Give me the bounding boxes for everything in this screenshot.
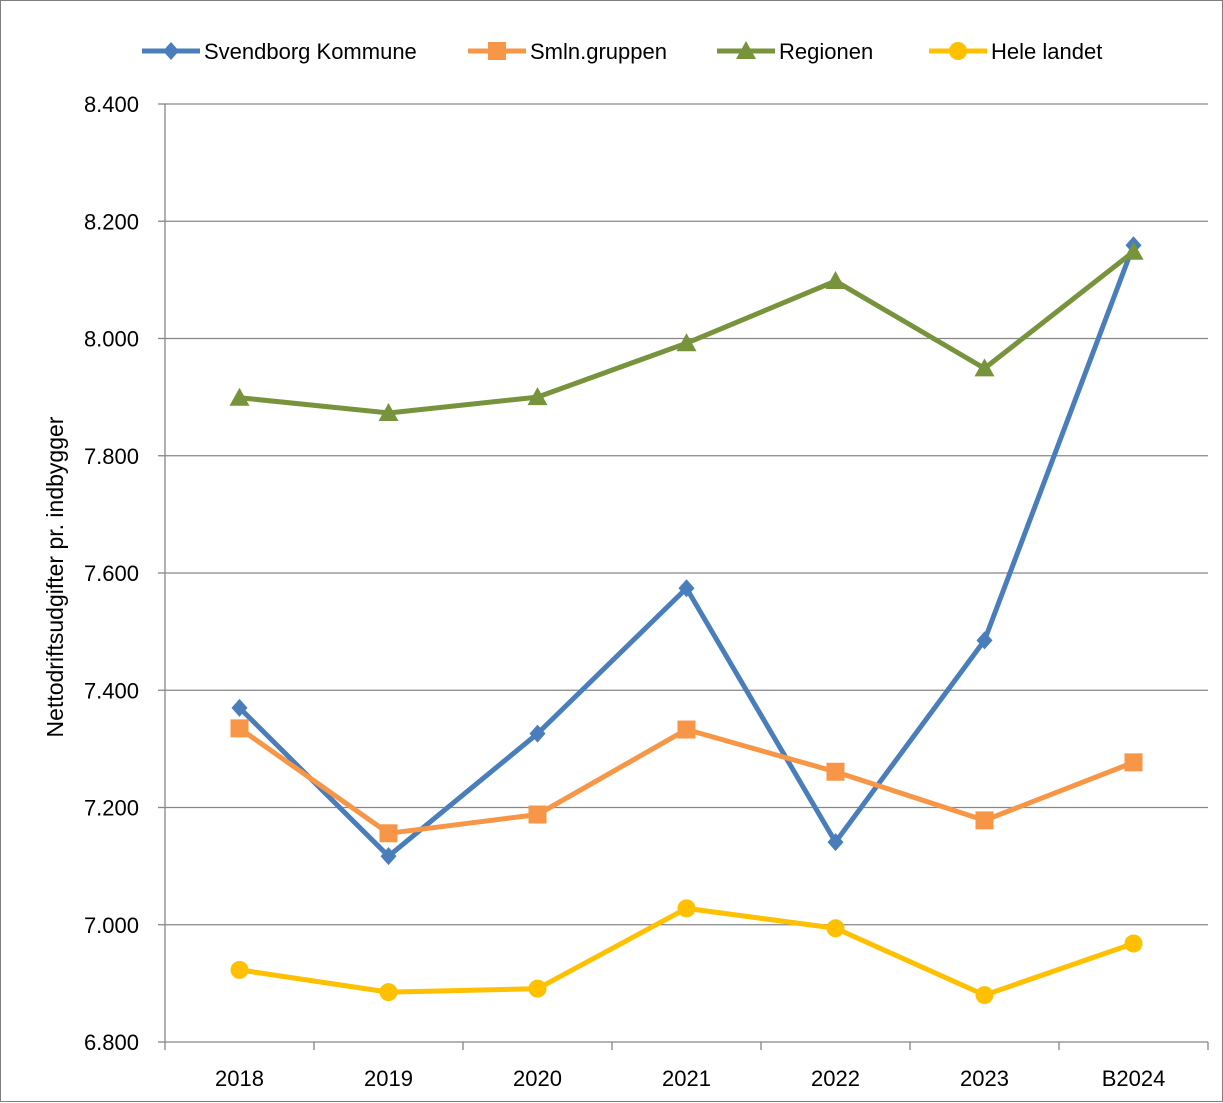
data-point-circle: [1124, 934, 1143, 953]
data-point-square: [528, 805, 547, 824]
legend-label: Svendborg Kommune: [204, 39, 417, 64]
data-point-square: [488, 42, 506, 60]
data-point-square: [975, 811, 994, 830]
series-regionen: [229, 241, 1144, 421]
data-point-square: [1124, 753, 1143, 772]
data-point-triangle: [736, 41, 756, 59]
data-point-circle: [949, 42, 967, 60]
data-point-circle: [379, 983, 398, 1002]
y-tick-label: 7.800: [84, 444, 139, 469]
data-point-triangle: [974, 358, 995, 377]
data-point-triangle: [825, 271, 846, 290]
data-point-circle: [230, 960, 249, 979]
data-point-diamond: [976, 631, 993, 650]
series-line: [239, 905, 1135, 998]
x-tick-label: 2022: [811, 1066, 860, 1091]
x-tick-label: 2020: [513, 1066, 562, 1091]
data-point-diamond: [380, 847, 397, 866]
legend: Svendborg Kommune Smln.gruppen Regionen Hel…: [142, 39, 1102, 64]
data-point-square: [230, 719, 249, 738]
legend-label: Smln.gruppen: [530, 39, 667, 64]
data-point-square: [379, 824, 398, 843]
data-point-triangle: [1123, 241, 1144, 260]
data-point-triangle: [229, 387, 250, 406]
series-svendborg-kommune: [231, 236, 1142, 866]
y-tick-label: 8.400: [84, 92, 139, 117]
y-tick-label: 7.600: [84, 561, 139, 586]
y-tick-label: 8.200: [84, 209, 139, 234]
y-axis-title: Nettodriftsudgifter pr. indbygger: [42, 416, 68, 737]
data-point-diamond: [529, 724, 546, 743]
gridlines: [165, 103, 1208, 926]
series-layer: [229, 236, 1144, 1005]
x-tick-label: B2024: [1102, 1066, 1166, 1091]
legend-item: Regionen: [717, 39, 873, 64]
x-tick-label: 2018: [215, 1066, 264, 1091]
data-point-square: [826, 762, 845, 781]
series-hele-landet: [230, 899, 1143, 1005]
y-tick-label: 7.200: [84, 796, 139, 821]
data-point-diamond: [163, 42, 179, 60]
data-point-square: [677, 720, 696, 739]
legend-item: Smln.gruppen: [468, 39, 667, 64]
axes: 6.800 7.000 7.200 7.400 7.600 7.800 8.000 8.200…: [84, 92, 1209, 1091]
x-tick-label: 2021: [662, 1066, 711, 1091]
y-tick-label: 8.000: [84, 327, 139, 352]
y-tick-label: 7.000: [84, 913, 139, 938]
data-point-circle: [528, 979, 547, 998]
legend-item: Hele landet: [929, 39, 1102, 64]
series-line: [239, 249, 1136, 416]
data-point-circle: [677, 899, 696, 918]
legend-item: Svendborg Kommune: [142, 39, 417, 64]
data-point-triangle: [527, 387, 548, 406]
y-tick-label: 6.800: [84, 1030, 139, 1055]
data-point-circle: [975, 986, 994, 1005]
data-point-triangle: [378, 402, 399, 421]
data-point-triangle: [676, 333, 697, 352]
series-line: [238, 726, 1135, 836]
legend-label: Regionen: [779, 39, 873, 64]
x-tick-label: 2023: [960, 1066, 1009, 1091]
x-tick-label: 2019: [364, 1066, 413, 1091]
y-tick-label: 7.400: [84, 678, 139, 703]
data-point-diamond: [231, 698, 248, 717]
data-point-diamond: [827, 833, 844, 852]
legend-label: Hele landet: [991, 39, 1102, 64]
data-point-circle: [826, 919, 845, 938]
series-smln-gruppen: [230, 719, 1143, 843]
data-point-diamond: [678, 579, 695, 598]
